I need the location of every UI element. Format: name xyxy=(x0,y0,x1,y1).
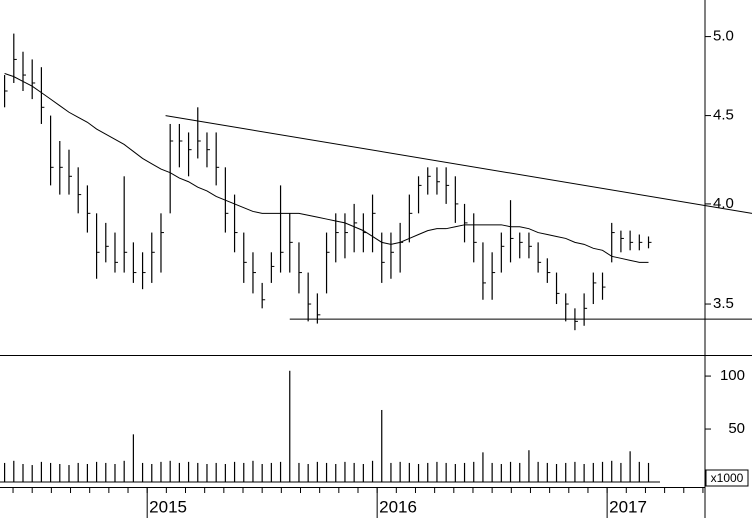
trend-line xyxy=(165,115,752,214)
x-tick-label: 2017 xyxy=(609,497,647,516)
unit-box xyxy=(705,469,749,487)
volume-tick-label: 50 xyxy=(728,420,745,437)
y-tick-label: 5.0 xyxy=(713,28,734,45)
moving-average xyxy=(4,72,649,263)
y-tick-label: 4.5 xyxy=(713,107,734,124)
volume-unit: x1000 xyxy=(711,471,744,485)
volume-tick-label: 100 xyxy=(720,367,745,384)
y-tick-label: 3.5 xyxy=(713,295,734,312)
x-tick-label: 2016 xyxy=(379,497,417,516)
x-tick-label: 2015 xyxy=(149,497,187,516)
